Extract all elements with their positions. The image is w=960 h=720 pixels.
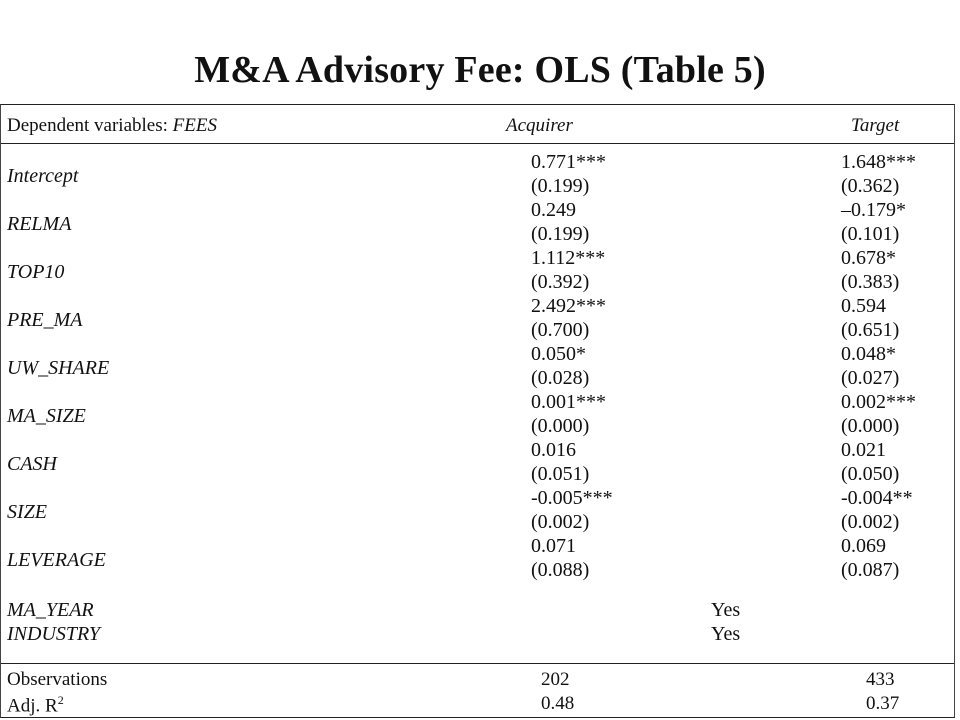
table-divider — [1, 663, 954, 664]
column-header-target: Target — [851, 115, 900, 136]
target-coef: 1.648*** — [841, 151, 916, 173]
variable-name: TOP10 — [7, 261, 65, 283]
table-row: CASH 0.016 (0.051) 0.021 (0.050) — [1, 439, 954, 489]
target-coef: 0.594 — [841, 295, 886, 317]
acquirer-se: (0.000) — [531, 415, 590, 437]
control-name: MA_YEAR — [7, 599, 94, 621]
variable-name: RELMA — [7, 213, 72, 235]
variable-name: LEVERAGE — [7, 549, 106, 571]
acquirer-coef: 1.112*** — [531, 247, 606, 269]
table-row: TOP10 1.112*** (0.392) 0.678* (0.383) — [1, 247, 954, 297]
adj-r2-label: Adj. R2 — [7, 693, 64, 717]
acquirer-se: (0.028) — [531, 367, 590, 389]
table-row: UW_SHARE 0.050* (0.028) 0.048* (0.027) — [1, 343, 954, 393]
regression-table: Dependent variables: FEES Acquirer Targe… — [0, 104, 955, 718]
adj-r2-acquirer: 0.48 — [541, 693, 575, 714]
acquirer-coef: 0.050* — [531, 343, 586, 365]
observations-acquirer: 202 — [541, 669, 570, 690]
column-header-acquirer: Acquirer — [506, 115, 573, 136]
acquirer-se: (0.051) — [531, 463, 590, 485]
target-se: (0.101) — [841, 223, 900, 245]
target-coef: -0.004** — [841, 487, 913, 509]
target-se: (0.362) — [841, 175, 900, 197]
target-se: (0.087) — [841, 559, 900, 581]
target-se: (0.651) — [841, 319, 900, 341]
slide-title: M&A Advisory Fee: OLS (Table 5) — [194, 49, 766, 91]
control-row: MA_YEAR Yes — [1, 599, 954, 623]
variable-name: CASH — [7, 453, 57, 475]
acquirer-coef: 0.001*** — [531, 391, 606, 413]
target-coef: 0.678* — [841, 247, 896, 269]
table-row: LEVERAGE 0.071 (0.088) 0.069 (0.087) — [1, 535, 954, 585]
control-name: INDUSTRY — [7, 623, 100, 645]
acquirer-se: (0.700) — [531, 319, 590, 341]
control-value: Yes — [711, 623, 741, 645]
acquirer-coef: 0.071 — [531, 535, 576, 557]
acquirer-coef: 0.771*** — [531, 151, 606, 173]
acquirer-se: (0.088) — [531, 559, 590, 581]
control-row: INDUSTRY Yes — [1, 623, 954, 647]
acquirer-se: (0.199) — [531, 223, 590, 245]
variable-name: PRE_MA — [7, 309, 83, 331]
control-value: Yes — [711, 599, 741, 621]
target-se: (0.383) — [841, 271, 900, 293]
observations-label: Observations — [7, 669, 108, 690]
table-row: RELMA 0.249 (0.199) –0.179* (0.101) — [1, 199, 954, 249]
variable-name: UW_SHARE — [7, 357, 110, 379]
table-row: MA_SIZE 0.001*** (0.000) 0.002*** (0.000… — [1, 391, 954, 441]
observations-target: 433 — [866, 669, 895, 690]
target-coef: –0.179* — [841, 199, 906, 221]
variable-name: SIZE — [7, 501, 47, 523]
acquirer-se: (0.002) — [531, 511, 590, 533]
acquirer-coef: -0.005*** — [531, 487, 613, 509]
adj-r2-target: 0.37 — [866, 693, 900, 714]
dependent-variable-label: Dependent variables: FEES — [7, 115, 217, 136]
target-coef: 0.002*** — [841, 391, 916, 413]
acquirer-coef: 0.249 — [531, 199, 576, 221]
stats-row-observations: Observations 202 433 — [1, 669, 954, 693]
target-se: (0.050) — [841, 463, 900, 485]
target-se: (0.002) — [841, 511, 900, 533]
table-header: Dependent variables: FEES Acquirer Targe… — [1, 105, 954, 144]
acquirer-se: (0.199) — [531, 175, 590, 197]
variable-name: Intercept — [7, 165, 79, 187]
target-coef: 0.021 — [841, 439, 886, 461]
acquirer-se: (0.392) — [531, 271, 590, 293]
target-se: (0.000) — [841, 415, 900, 437]
target-se: (0.027) — [841, 367, 900, 389]
table-row: Intercept 0.771*** (0.199) 1.648*** (0.3… — [1, 151, 954, 201]
table-row: PRE_MA 2.492*** (0.700) 0.594 (0.651) — [1, 295, 954, 345]
target-coef: 0.048* — [841, 343, 896, 365]
stats-row-adj-r2: Adj. R2 0.48 0.37 — [1, 693, 954, 717]
acquirer-coef: 0.016 — [531, 439, 576, 461]
target-coef: 0.069 — [841, 535, 886, 557]
acquirer-coef: 2.492*** — [531, 295, 606, 317]
table-row: SIZE -0.005*** (0.002) -0.004** (0.002) — [1, 487, 954, 537]
variable-name: MA_SIZE — [7, 405, 86, 427]
